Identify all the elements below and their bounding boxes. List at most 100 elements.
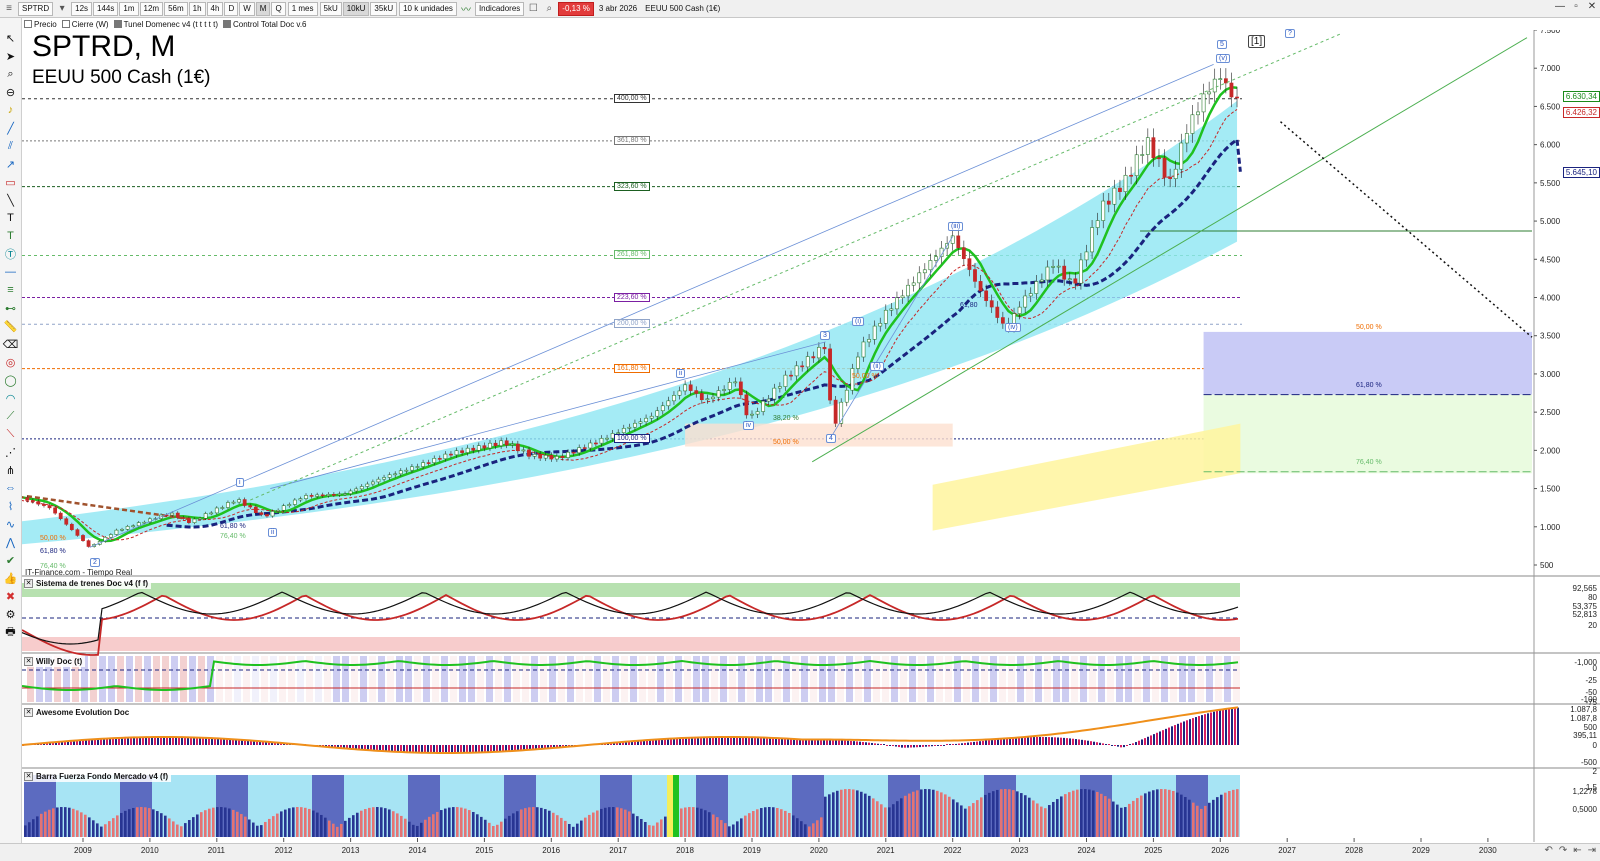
- wave-icon[interactable]: ∿: [5, 518, 16, 531]
- series-item-tunel[interactable]: Tunel Domenec v4 (t t t t t): [113, 20, 218, 29]
- rectangle-icon[interactable]: ▭: [5, 176, 16, 189]
- elliott-wave-label[interactable]: 4: [826, 434, 836, 443]
- chart-canvas[interactable]: 7.500 7.000 6.500 6.000 5.500 5.000 4.500 4.000…: [22, 30, 1600, 842]
- lock-icon[interactable]: 🖶: [5, 625, 16, 638]
- fan-icon[interactable]: ⟋: [6, 409, 15, 422]
- elliott-wave-label[interactable]: (v): [1216, 54, 1231, 63]
- elliott-wave-label[interactable]: 5: [1217, 40, 1227, 49]
- ruler-icon[interactable]: 📏: [3, 320, 18, 333]
- redo-icon[interactable]: ↷: [1558, 845, 1568, 856]
- timeframe-button[interactable]: W: [239, 1, 255, 16]
- line-icon[interactable]: ╲: [7, 194, 14, 207]
- awesome-bar: [67, 741, 69, 745]
- pointer-icon[interactable]: ➤: [5, 50, 16, 63]
- timeframe-button[interactable]: 56m: [164, 1, 188, 16]
- thumbs-up-icon[interactable]: 👍: [3, 572, 18, 585]
- indicators-button[interactable]: Indicadores: [474, 1, 525, 16]
- close-panel-icon[interactable]: ✕: [24, 657, 33, 666]
- timeframe-button[interactable]: Q: [271, 1, 286, 16]
- close-icon[interactable]: ✕: [1587, 1, 1597, 12]
- awesome-bar: [124, 737, 126, 745]
- timeframe-button[interactable]: 1h: [188, 1, 206, 16]
- gann-icon[interactable]: ⋰: [5, 446, 16, 459]
- arc-icon[interactable]: ◠: [5, 392, 16, 405]
- timeframe-button[interactable]: 1m: [119, 1, 139, 16]
- minimize-icon[interactable]: —: [1555, 1, 1565, 12]
- unit-button[interactable]: 35kU: [370, 1, 398, 16]
- trendline-icon[interactable]: ╱: [7, 122, 14, 135]
- awesome-bar: [1000, 738, 1002, 745]
- timeframe-button[interactable]: M: [255, 1, 271, 16]
- elliott-wave-label[interactable]: (i): [852, 317, 865, 326]
- check-icon[interactable]: ✔: [5, 554, 16, 567]
- pitchfork-icon[interactable]: ⋔: [5, 464, 16, 477]
- chevron-down-icon[interactable]: ▾: [59, 3, 65, 14]
- elliott-wave-label[interactable]: (ii): [870, 362, 884, 371]
- text-icon[interactable]: T: [7, 212, 14, 224]
- label-icon[interactable]: Ⓣ: [5, 249, 16, 261]
- scroll-right-icon[interactable]: ⇥: [1587, 845, 1596, 856]
- elliott-wave-label[interactable]: 3: [820, 331, 830, 340]
- elliott-wave-label[interactable]: ii: [676, 369, 686, 378]
- elliott-wave-label[interactable]: ii: [268, 528, 278, 537]
- symbol-selector[interactable]: SPTRD: [18, 1, 54, 16]
- level-icon[interactable]: ⊷: [5, 302, 16, 315]
- search-icon[interactable]: ⌕: [546, 3, 553, 14]
- series-item-close[interactable]: Cierre (W): [61, 20, 109, 29]
- channel-icon[interactable]: ⫽: [8, 139, 13, 152]
- timeframe-button[interactable]: 12s: [71, 1, 93, 16]
- indicator-panel-title[interactable]: ✕ Awesome Evolution Doc: [24, 707, 133, 718]
- timeframe-button[interactable]: D: [224, 1, 239, 16]
- cursor-icon[interactable]: ↖: [5, 32, 16, 45]
- awesome-bar: [790, 738, 792, 745]
- period-selector[interactable]: 1 mes: [287, 1, 318, 16]
- elliott-wave-label[interactable]: iv: [743, 421, 755, 430]
- elliott-wave-label[interactable]: 2: [90, 558, 100, 567]
- measure-icon[interactable]: ⇔: [5, 482, 16, 494]
- indicators-icon[interactable]: 〰: [460, 5, 471, 16]
- timeframe-button[interactable]: 4h: [206, 1, 224, 16]
- scroll-left-icon[interactable]: ⇤: [1573, 845, 1582, 856]
- indicator-panel-title[interactable]: ✕ Sistema de trenes Doc v4 (f f): [24, 578, 152, 589]
- bell-icon[interactable]: ♪: [7, 104, 14, 116]
- arrow-icon[interactable]: ↗: [5, 158, 16, 171]
- close-panel-icon[interactable]: ✕: [24, 772, 33, 781]
- quantity-selector[interactable]: 10 k unidades: [399, 1, 457, 16]
- eraser-icon[interactable]: ⌫: [2, 338, 19, 351]
- timeframe-button[interactable]: 12m: [139, 1, 164, 16]
- indicator-panel-title[interactable]: ✕ Willy Doc (t): [24, 656, 86, 667]
- maximize-icon[interactable]: ▫: [1574, 1, 1578, 12]
- close-panel-icon[interactable]: ✕: [24, 579, 33, 588]
- indicator-panel-title[interactable]: ✕ Barra Fuerza Fondo Mercado v4 (f): [24, 771, 172, 782]
- regression-icon[interactable]: ⟍: [6, 427, 15, 440]
- fib-icon[interactable]: ≡: [7, 284, 14, 296]
- timeframe-button[interactable]: 144s: [93, 1, 119, 16]
- series-item-control[interactable]: Control Total Doc v.6: [222, 20, 307, 29]
- pattern-icon[interactable]: ⋀: [5, 536, 16, 549]
- menu-icon[interactable]: ≡: [6, 3, 12, 14]
- close-panel-icon[interactable]: ✕: [24, 708, 33, 717]
- awesome-bar: [346, 745, 348, 749]
- elliott-wave-label[interactable]: (iii): [948, 222, 964, 231]
- zoom-out-icon[interactable]: ⊖: [5, 86, 16, 99]
- elliott-wave-label[interactable]: i: [236, 478, 244, 487]
- delete-icon[interactable]: ✖: [5, 590, 16, 603]
- series-item-price[interactable]: Precio: [24, 20, 57, 29]
- ellipse-icon[interactable]: ◯: [4, 374, 17, 387]
- settings-icon[interactable]: ⚙: [5, 608, 16, 621]
- elliott-wave-label[interactable]: (iv): [1005, 323, 1021, 332]
- undo-icon[interactable]: ↶: [1544, 845, 1553, 856]
- text-box-icon[interactable]: T: [7, 230, 14, 242]
- unit-button[interactable]: 5kU: [319, 1, 342, 16]
- force-background: [520, 775, 524, 837]
- hline-icon[interactable]: —: [5, 266, 16, 278]
- candle-body: [816, 347, 821, 359]
- chart-area[interactable]: 7.500 7.000 6.500 6.000 5.500 5.000 4.500 4.000…: [22, 30, 1600, 842]
- elliott-wave-label[interactable]: [1]: [1248, 35, 1266, 48]
- checkbox-icon[interactable]: ☐: [528, 3, 538, 14]
- cycle-icon[interactable]: ◎: [5, 356, 16, 369]
- elliott-wave-label[interactable]: ?: [1285, 29, 1295, 38]
- unit-button[interactable]: 10kU: [342, 1, 370, 16]
- elliott-icon[interactable]: ⌇: [7, 500, 14, 513]
- zoom-icon[interactable]: ⌕: [7, 67, 14, 80]
